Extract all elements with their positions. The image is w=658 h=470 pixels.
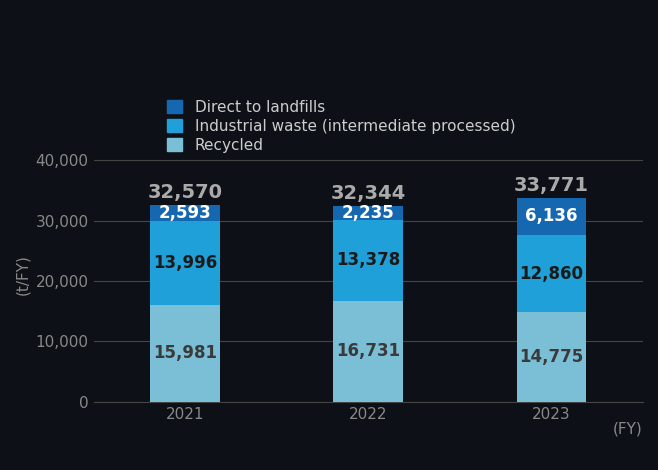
Bar xyxy=(334,220,403,301)
Bar xyxy=(334,206,403,220)
Text: 2,593: 2,593 xyxy=(159,204,211,222)
Text: 6,136: 6,136 xyxy=(525,207,578,225)
Text: (FY): (FY) xyxy=(613,422,643,437)
Bar xyxy=(517,235,586,313)
Text: 15,981: 15,981 xyxy=(153,345,217,362)
Text: 13,996: 13,996 xyxy=(153,254,217,272)
Bar xyxy=(150,305,220,402)
Text: 14,775: 14,775 xyxy=(519,348,584,366)
Bar xyxy=(517,198,586,235)
Y-axis label: (t/FY): (t/FY) xyxy=(15,254,30,295)
Text: 13,378: 13,378 xyxy=(336,251,401,269)
Bar xyxy=(334,301,403,402)
Bar xyxy=(150,205,220,221)
Bar xyxy=(517,313,586,402)
Text: 32,344: 32,344 xyxy=(331,184,406,204)
Text: 16,731: 16,731 xyxy=(336,342,400,360)
Text: 12,860: 12,860 xyxy=(519,265,584,282)
Bar xyxy=(150,221,220,305)
Legend: Direct to landfills, Industrial waste (intermediate processed), Recycled: Direct to landfills, Industrial waste (i… xyxy=(167,100,515,153)
Text: 32,570: 32,570 xyxy=(147,183,222,202)
Text: 33,771: 33,771 xyxy=(514,176,589,195)
Text: 2,235: 2,235 xyxy=(342,204,395,222)
